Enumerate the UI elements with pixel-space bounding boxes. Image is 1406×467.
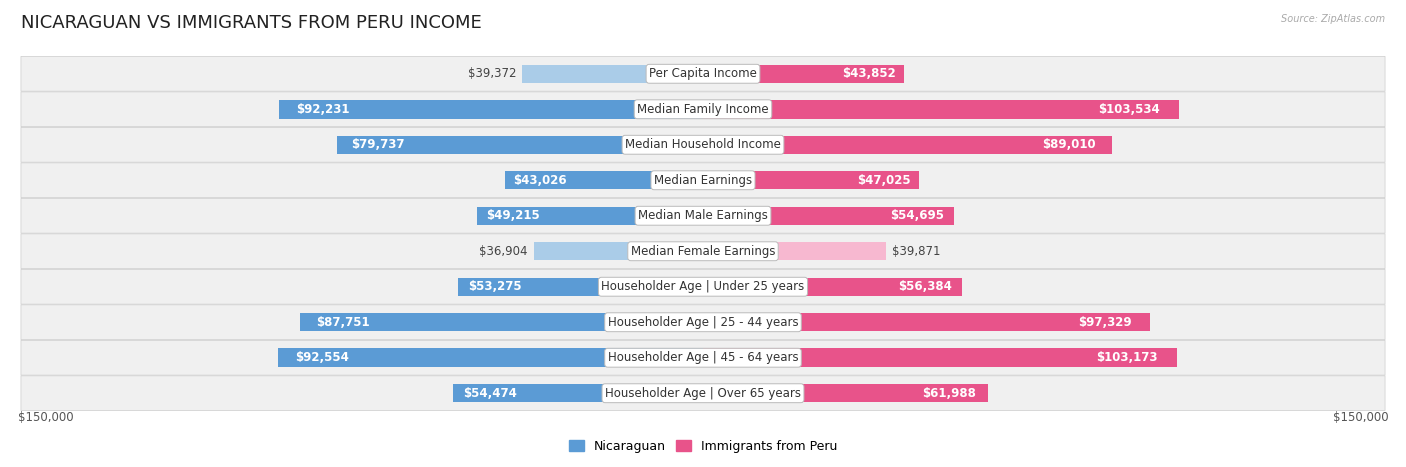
- Bar: [703, 348, 1177, 367]
- Text: $150,000: $150,000: [1333, 411, 1389, 424]
- FancyBboxPatch shape: [21, 163, 1385, 198]
- Bar: [278, 348, 703, 367]
- Text: Median Female Earnings: Median Female Earnings: [631, 245, 775, 258]
- Text: $53,275: $53,275: [468, 280, 522, 293]
- FancyBboxPatch shape: [21, 340, 1385, 375]
- FancyBboxPatch shape: [21, 198, 1385, 233]
- Text: Householder Age | 45 - 64 years: Householder Age | 45 - 64 years: [607, 351, 799, 364]
- Text: $56,384: $56,384: [898, 280, 952, 293]
- Text: $43,026: $43,026: [513, 174, 567, 187]
- Text: $54,695: $54,695: [890, 209, 945, 222]
- Bar: [703, 242, 886, 261]
- Bar: [703, 313, 1150, 332]
- Bar: [703, 384, 987, 403]
- Text: $49,215: $49,215: [486, 209, 540, 222]
- FancyBboxPatch shape: [21, 376, 1385, 410]
- Text: Median Family Income: Median Family Income: [637, 103, 769, 116]
- Text: $47,025: $47,025: [856, 174, 910, 187]
- Text: $103,173: $103,173: [1097, 351, 1159, 364]
- Text: $43,852: $43,852: [842, 67, 897, 80]
- FancyBboxPatch shape: [21, 127, 1385, 162]
- Text: Median Male Earnings: Median Male Earnings: [638, 209, 768, 222]
- Text: Householder Age | Under 25 years: Householder Age | Under 25 years: [602, 280, 804, 293]
- Bar: [703, 206, 955, 225]
- Bar: [703, 135, 1112, 154]
- Text: Median Household Income: Median Household Income: [626, 138, 780, 151]
- Text: $103,534: $103,534: [1098, 103, 1160, 116]
- Bar: [533, 242, 703, 261]
- Text: Householder Age | Over 65 years: Householder Age | Over 65 years: [605, 387, 801, 400]
- Bar: [703, 277, 962, 296]
- Text: $54,474: $54,474: [463, 387, 516, 400]
- Bar: [299, 313, 703, 332]
- Bar: [337, 135, 703, 154]
- Text: $150,000: $150,000: [17, 411, 73, 424]
- Text: $92,554: $92,554: [295, 351, 349, 364]
- Text: Per Capita Income: Per Capita Income: [650, 67, 756, 80]
- FancyBboxPatch shape: [21, 234, 1385, 269]
- Text: $87,751: $87,751: [316, 316, 370, 329]
- FancyBboxPatch shape: [21, 269, 1385, 304]
- Text: $36,904: $36,904: [479, 245, 529, 258]
- Bar: [703, 100, 1178, 119]
- Text: Source: ZipAtlas.com: Source: ZipAtlas.com: [1281, 14, 1385, 24]
- Bar: [505, 171, 703, 190]
- Text: $61,988: $61,988: [922, 387, 976, 400]
- Legend: Nicaraguan, Immigrants from Peru: Nicaraguan, Immigrants from Peru: [564, 435, 842, 458]
- Bar: [280, 100, 703, 119]
- Text: NICARAGUAN VS IMMIGRANTS FROM PERU INCOME: NICARAGUAN VS IMMIGRANTS FROM PERU INCOM…: [21, 14, 482, 32]
- Bar: [703, 171, 920, 190]
- Text: Median Earnings: Median Earnings: [654, 174, 752, 187]
- Text: $97,329: $97,329: [1078, 316, 1132, 329]
- Text: $79,737: $79,737: [352, 138, 405, 151]
- Text: $39,372: $39,372: [468, 67, 516, 80]
- FancyBboxPatch shape: [21, 92, 1385, 127]
- Text: $89,010: $89,010: [1042, 138, 1095, 151]
- FancyBboxPatch shape: [21, 305, 1385, 340]
- Bar: [458, 277, 703, 296]
- Bar: [477, 206, 703, 225]
- Bar: [453, 384, 703, 403]
- Bar: [703, 64, 904, 83]
- Text: $39,871: $39,871: [891, 245, 941, 258]
- Bar: [522, 64, 703, 83]
- FancyBboxPatch shape: [21, 57, 1385, 91]
- Text: Householder Age | 25 - 44 years: Householder Age | 25 - 44 years: [607, 316, 799, 329]
- Text: $92,231: $92,231: [297, 103, 350, 116]
